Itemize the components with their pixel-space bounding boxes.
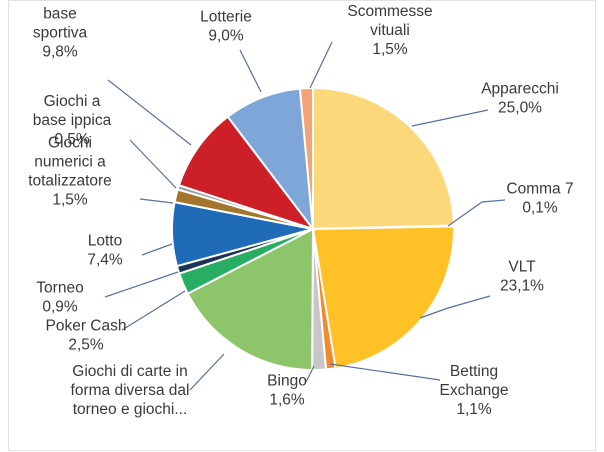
leader-line (121, 290, 186, 331)
slice-label: Poker Cash 2,5% (46, 318, 127, 354)
leader-line (239, 49, 262, 93)
pie-slice-giochi-a-base-sportiva (177, 115, 316, 231)
slice-label: Betting Exchange 1,1% (440, 363, 509, 418)
leader-line (104, 271, 179, 298)
pie-slice-scommesse-virtuali (298, 86, 314, 230)
leader-line (447, 199, 506, 227)
slice-labels: Apparecchi 25,0% Comma 7 0,1% VLT 23,1% Bettin… (28, 0, 573, 418)
leader-line (107, 79, 192, 146)
slice-label: Giochi a base ippica 0,5% (33, 93, 112, 148)
slice-label: Lotterie 9,0% (200, 9, 252, 45)
leader-line (305, 365, 315, 383)
leader-line (139, 198, 174, 204)
pie-slices (171, 86, 455, 372)
pie-slice-vlt (311, 225, 455, 370)
slice-label: Giochi abasesportiva9,8% (32, 0, 89, 61)
leader-line (329, 363, 441, 381)
slice-label: Bingo 1,6% (267, 373, 307, 409)
leader-line (141, 243, 173, 256)
leader-line (411, 109, 489, 127)
slice-label: VLT 23,1% (500, 259, 544, 295)
slice-label: Torneo 0,9% (36, 280, 83, 316)
pie-slice-giochi-di-carte-in-forma-diversa-dal-torneo-e-giochi (186, 227, 315, 372)
leader-line (309, 41, 333, 89)
slice-label: Comma 7 0,1% (506, 181, 573, 217)
label-leader-lines (104, 41, 506, 391)
leader-line (129, 139, 177, 189)
slice-label: Giochi numerici a totalizzatore 1,5% (28, 135, 112, 209)
slice-label: Scommesse vituali 1,5% (347, 3, 432, 58)
slice-label: Lotto 7,4% (87, 233, 123, 269)
leader-line (419, 295, 491, 319)
pie-slice-apparecchi (312, 86, 455, 231)
slice-label: Apparecchi 25,0% (481, 81, 559, 117)
slice-label: Giochi di carte in forma diversa dal torne… (71, 363, 190, 418)
leader-line (189, 353, 225, 391)
